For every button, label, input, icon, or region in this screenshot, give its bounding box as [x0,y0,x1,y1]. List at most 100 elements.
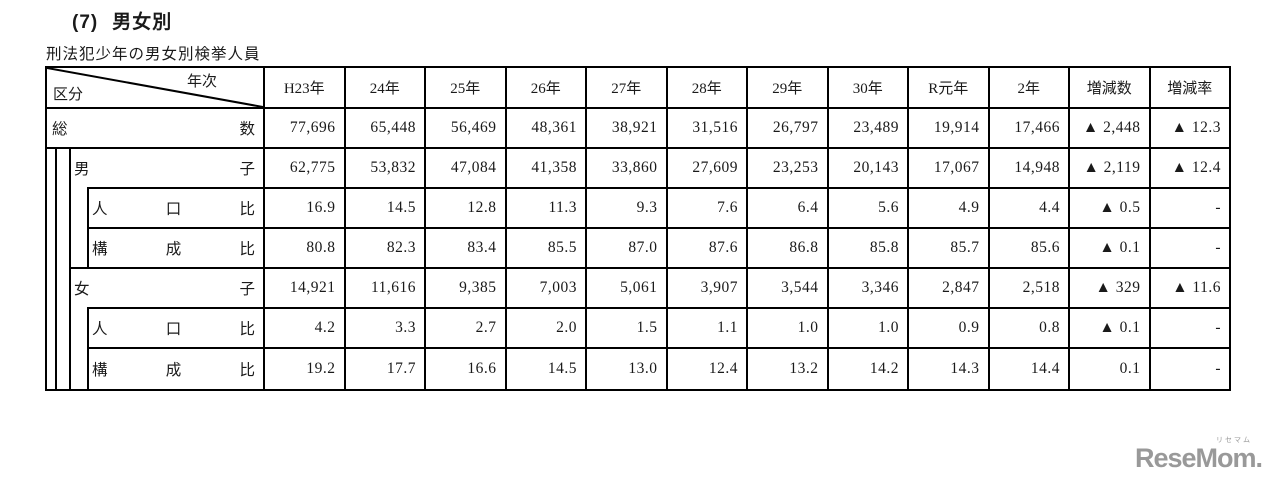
value-cell: 20,143 [826,149,907,189]
value-cell: 14.5 [504,349,586,389]
section-name: 男女別 [112,12,173,33]
column-header: 25年 [424,68,505,109]
value-cell: 85.6 [987,229,1068,269]
table-row-male-composition-ratio: 構成比 80.8 82.3 83.4 85.5 87.0 87.6 86.8 8… [47,229,1229,269]
table-caption: 刑法犯少年の男女別検挙人員 [46,46,261,63]
column-header: 2年 [987,68,1068,109]
value-cell: 6.4 [746,189,827,229]
value-cell: 12.4 [665,349,747,389]
table-header-row: 年次 区分 H23年 24年 25年 26年 27年 28年 29年 30年 R… [47,68,1229,109]
value-cell: 4.2 [263,309,344,349]
value-cell: 14.3 [907,349,988,389]
section-number: (7) [72,12,99,33]
value-cell: 56,469 [424,109,505,149]
value-cell: ▲ 0.1 [1068,229,1149,269]
value-cell: ▲ 0.1 [1068,309,1149,349]
value-cell: ▲ 11.6 [1148,269,1229,309]
value-cell: 14.2 [826,349,908,389]
table-row-female-composition-ratio: 構成比 19.2 17.7 16.6 14.5 13.0 12.4 13.2 1… [47,349,1229,391]
value-cell: - [1148,309,1229,349]
value-cell: 13.2 [746,349,827,389]
column-header: H23年 [263,68,344,109]
value-cell: 2,518 [987,269,1068,309]
value-cell: 4.4 [987,189,1068,229]
value-cell: 85.8 [826,229,907,269]
value-cell: 65,448 [343,109,424,149]
value-cell: 23,489 [826,109,907,149]
value-cell: 16.9 [263,189,344,229]
value-cell: 87.0 [585,229,666,269]
value-cell: 5,061 [585,269,666,309]
logo-text: ReseMom. [1134,443,1263,473]
row-label: 構成比 [92,241,255,258]
value-cell: 1.5 [585,309,666,349]
value-cell: 83.4 [424,229,505,269]
table-row-total: 総数 77,696 65,448 56,469 48,361 38,921 31… [47,109,1229,149]
column-header: 増減数 [1068,68,1149,109]
value-cell: 14.4 [987,349,1069,389]
row-label: 人口比 [92,321,255,338]
row-label: 人口比 [92,201,255,218]
value-cell: 27,609 [665,149,746,189]
row-label-cell: 人口比 [47,309,263,349]
column-header: 27年 [585,68,666,109]
value-cell: 0.8 [987,309,1068,349]
value-cell: 9.3 [585,189,666,229]
row-label-cell: 男子 [47,149,263,189]
value-cell: 17.7 [343,349,425,389]
table-row-female-population-ratio: 人口比 4.2 3.3 2.7 2.0 1.5 1.1 1.0 1.0 0.9 … [47,309,1229,349]
value-cell: 23,253 [746,149,827,189]
value-cell: 19,914 [907,109,988,149]
value-cell: 16.6 [424,349,505,389]
value-cell: 62,775 [263,149,344,189]
value-cell: 1.0 [826,309,907,349]
column-header: 26年 [504,68,585,109]
column-header: 28年 [665,68,746,109]
value-cell: 85.7 [907,229,988,269]
value-cell: 13.0 [585,349,666,389]
corner-cell: 年次 区分 [47,68,263,109]
value-cell: 2.0 [504,309,585,349]
value-cell: 14,921 [263,269,344,309]
value-cell: 11,616 [343,269,424,309]
value-cell: 0.1 [1068,349,1149,389]
row-label-cell: 人口比 [47,189,263,229]
row-label-cell: 女子 [47,269,263,309]
value-cell: 47,084 [424,149,505,189]
corner-label-year: 年次 [186,74,217,90]
value-cell: 53,832 [343,149,424,189]
value-cell: 5.6 [826,189,907,229]
value-cell: 11.3 [504,189,585,229]
value-cell: 26,797 [746,109,827,149]
data-table: 年次 区分 H23年 24年 25年 26年 27年 28年 29年 30年 R… [45,66,1231,391]
value-cell: 38,921 [585,109,666,149]
diagonal-divider-icon [47,68,263,107]
value-cell: ▲ 329 [1068,269,1149,309]
value-cell: 17,067 [907,149,988,189]
value-cell: 33,860 [585,149,666,189]
value-cell: ▲ 2,448 [1068,109,1149,149]
value-cell: 80.8 [263,229,344,269]
value-cell: 12.8 [424,189,505,229]
table-row-female: 女子 14,921 11,616 9,385 7,003 5,061 3,907… [47,269,1229,309]
value-cell: 82.3 [343,229,424,269]
table-row-male-population-ratio: 人口比 16.9 14.5 12.8 11.3 9.3 7.6 6.4 5.6 … [47,189,1229,229]
row-label: 総数 [52,121,255,138]
value-cell: 19.2 [263,349,344,389]
row-label-cell: 構成比 [47,229,263,269]
value-cell: ▲ 12.3 [1148,109,1229,149]
column-header: 24年 [343,68,424,109]
value-cell: - [1148,189,1229,229]
value-cell: ▲ 2,119 [1068,149,1149,189]
value-cell: 3,544 [746,269,827,309]
value-cell: 2.7 [424,309,505,349]
logo-ruby-text: リセマム [1216,437,1252,444]
value-cell: 2,847 [907,269,988,309]
column-header: 増減率 [1148,68,1229,109]
value-cell: 48,361 [504,109,585,149]
value-cell: ▲ 0.5 [1068,189,1149,229]
row-label: 女子 [74,281,255,298]
resemom-logo: リセマム ReseMom. [1134,437,1263,473]
value-cell: 4.9 [907,189,988,229]
